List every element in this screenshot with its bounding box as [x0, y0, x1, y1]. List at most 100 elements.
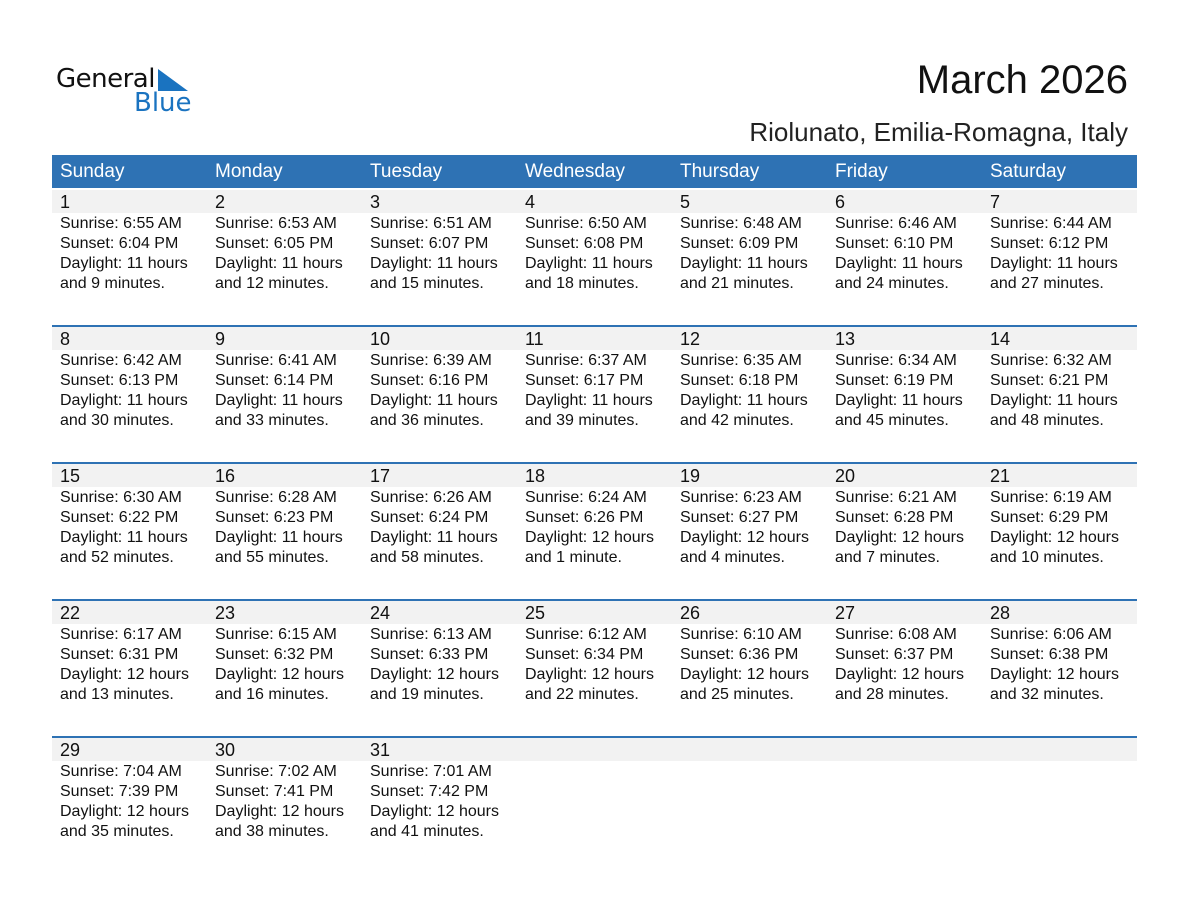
day-number: 1 [52, 190, 207, 213]
sunset-text: Sunset: 6:07 PM [370, 235, 489, 252]
day-number: 6 [827, 190, 982, 213]
weekday-tuesday: Tuesday [370, 161, 443, 182]
daylight-text: Daylight: 11 hours [990, 255, 1118, 272]
sunrise-text: Sunrise: 6:46 AM [835, 215, 957, 232]
daylight-text: Daylight: 12 hours [60, 666, 189, 683]
sunrise-text: Sunrise: 7:02 AM [215, 763, 337, 780]
location-subtitle: Riolunato, Emilia-Romagna, Italy [749, 117, 1128, 147]
sunset-text: Sunset: 7:41 PM [215, 783, 334, 800]
day-number: 4 [517, 190, 672, 213]
daylight-text: Daylight: 11 hours [215, 392, 343, 409]
day-cell: Sunrise: 6:32 AM Sunset: 6:21 PM Daylight:… [982, 350, 1137, 431]
day-cell: Sunrise: 6:06 AM Sunset: 6:38 PM Daylight:… [982, 624, 1137, 705]
sunset-text: Sunset: 6:23 PM [215, 509, 334, 526]
day-number: 11 [517, 327, 672, 350]
sunset-text: Sunset: 6:27 PM [680, 509, 799, 526]
day-cell: Sunrise: 7:01 AM Sunset: 7:42 PM Daylight:… [362, 761, 517, 842]
day-number: 8 [52, 327, 207, 350]
day-number: 10 [362, 327, 517, 350]
day-cell: Sunrise: 6:21 AM Sunset: 6:28 PM Daylight:… [827, 487, 982, 568]
sunset-text: Sunset: 6:05 PM [215, 235, 334, 252]
sunset-text: Sunset: 6:34 PM [525, 646, 644, 663]
weekday-saturday: Saturday [990, 161, 1067, 182]
sunrise-text: Sunrise: 6:30 AM [60, 489, 182, 506]
daylight-text: Daylight: 11 hours [990, 392, 1118, 409]
sunrise-text: Sunrise: 6:44 AM [990, 215, 1112, 232]
day-number: 26 [672, 601, 827, 624]
minutes-text: and 1 minute. [525, 549, 622, 566]
sunrise-text: Sunrise: 6:13 AM [370, 626, 492, 643]
minutes-text: and 16 minutes. [215, 686, 329, 703]
sunrise-text: Sunrise: 6:51 AM [370, 215, 492, 232]
minutes-text: and 35 minutes. [60, 823, 174, 840]
minutes-text: and 41 minutes. [370, 823, 484, 840]
day-cell [517, 761, 672, 842]
daylight-text: Daylight: 12 hours [525, 666, 654, 683]
daylight-text: Daylight: 11 hours [60, 529, 188, 546]
day-cell: Sunrise: 6:44 AM Sunset: 6:12 PM Daylight:… [982, 213, 1137, 294]
day-number: 27 [827, 601, 982, 624]
sunset-text: Sunset: 6:38 PM [990, 646, 1109, 663]
minutes-text: and 45 minutes. [835, 412, 949, 429]
week-row: 29 30 31 Sunrise: 7:04 AM Sunset: 7:39 PM Day… [52, 736, 1137, 873]
daylight-text: Daylight: 11 hours [680, 255, 808, 272]
sunset-text: Sunset: 6:32 PM [215, 646, 334, 663]
day-cell: Sunrise: 7:02 AM Sunset: 7:41 PM Daylight:… [207, 761, 362, 842]
day-number [827, 738, 982, 761]
sunrise-text: Sunrise: 6:10 AM [680, 626, 802, 643]
minutes-text: and 28 minutes. [835, 686, 949, 703]
day-cell: Sunrise: 6:46 AM Sunset: 6:10 PM Daylight:… [827, 213, 982, 294]
daylight-text: Daylight: 12 hours [835, 529, 964, 546]
sunrise-text: Sunrise: 6:55 AM [60, 215, 182, 232]
sunset-text: Sunset: 6:33 PM [370, 646, 489, 663]
sunrise-text: Sunrise: 6:24 AM [525, 489, 647, 506]
day-number: 23 [207, 601, 362, 624]
day-number: 21 [982, 464, 1137, 487]
sunrise-text: Sunrise: 7:04 AM [60, 763, 182, 780]
day-cell [827, 761, 982, 842]
sunset-text: Sunset: 6:18 PM [680, 372, 799, 389]
daylight-text: Daylight: 12 hours [525, 529, 654, 546]
day-cell: Sunrise: 6:34 AM Sunset: 6:19 PM Daylight:… [827, 350, 982, 431]
daylight-text: Daylight: 11 hours [60, 392, 188, 409]
day-cell: Sunrise: 6:24 AM Sunset: 6:26 PM Daylight:… [517, 487, 672, 568]
minutes-text: and 13 minutes. [60, 686, 174, 703]
day-cell: Sunrise: 6:28 AM Sunset: 6:23 PM Daylight:… [207, 487, 362, 568]
minutes-text: and 39 minutes. [525, 412, 639, 429]
day-number: 17 [362, 464, 517, 487]
day-cell: Sunrise: 6:23 AM Sunset: 6:27 PM Daylight:… [672, 487, 827, 568]
sunrise-text: Sunrise: 6:34 AM [835, 352, 957, 369]
daylight-text: Daylight: 12 hours [680, 529, 809, 546]
sunset-text: Sunset: 6:13 PM [60, 372, 179, 389]
day-cell [672, 761, 827, 842]
sunset-text: Sunset: 6:19 PM [835, 372, 954, 389]
day-cell: Sunrise: 6:19 AM Sunset: 6:29 PM Daylight:… [982, 487, 1137, 568]
sunset-text: Sunset: 6:24 PM [370, 509, 489, 526]
minutes-text: and 25 minutes. [680, 686, 794, 703]
day-cell: Sunrise: 6:10 AM Sunset: 6:36 PM Daylight:… [672, 624, 827, 705]
minutes-text: and 48 minutes. [990, 412, 1104, 429]
day-number: 9 [207, 327, 362, 350]
day-cell [982, 761, 1137, 842]
minutes-text: and 4 minutes. [680, 549, 785, 566]
day-cell: Sunrise: 6:26 AM Sunset: 6:24 PM Daylight:… [362, 487, 517, 568]
day-number: 7 [982, 190, 1137, 213]
sunrise-text: Sunrise: 6:21 AM [835, 489, 957, 506]
minutes-text: and 22 minutes. [525, 686, 639, 703]
sunset-text: Sunset: 6:17 PM [525, 372, 644, 389]
sunrise-text: Sunrise: 6:48 AM [680, 215, 802, 232]
sunrise-text: Sunrise: 6:37 AM [525, 352, 647, 369]
page-title: March 2026 [916, 58, 1128, 102]
minutes-text: and 42 minutes. [680, 412, 794, 429]
sunset-text: Sunset: 6:08 PM [525, 235, 644, 252]
daylight-text: Daylight: 12 hours [215, 803, 344, 820]
day-number: 18 [517, 464, 672, 487]
day-number: 15 [52, 464, 207, 487]
minutes-text: and 7 minutes. [835, 549, 940, 566]
sunset-text: Sunset: 6:31 PM [60, 646, 179, 663]
day-number: 20 [827, 464, 982, 487]
daylight-text: Daylight: 11 hours [835, 255, 963, 272]
day-number: 28 [982, 601, 1137, 624]
minutes-text: and 24 minutes. [835, 275, 949, 292]
day-number: 12 [672, 327, 827, 350]
